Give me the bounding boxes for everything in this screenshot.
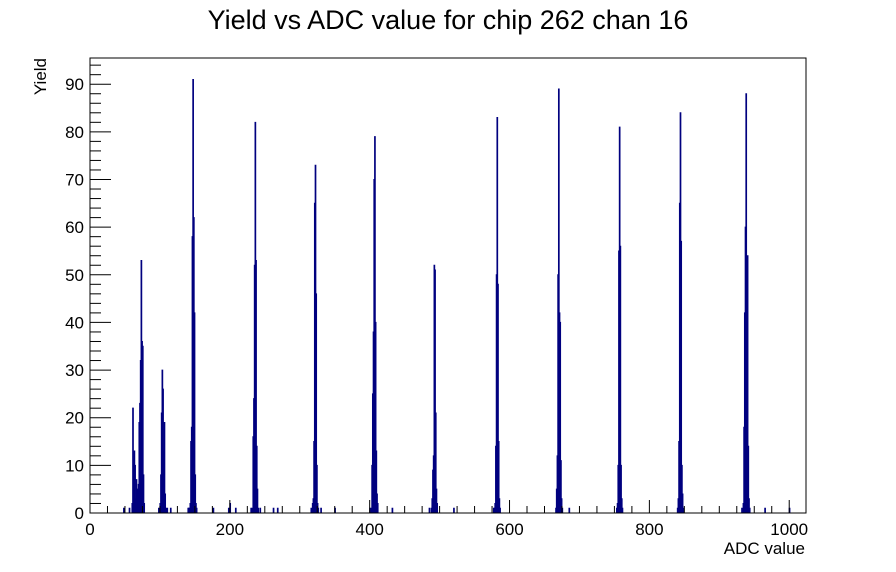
histogram-bars (123, 78, 791, 513)
y-tick-label: 50 (65, 266, 84, 285)
histogram-bin (250, 507, 253, 513)
histogram-bin (681, 493, 684, 513)
histogram-bin (193, 312, 196, 513)
histogram-bin (619, 245, 622, 513)
histogram-bin (453, 507, 455, 513)
x-axis: 0 200 400 600 800 1000 (85, 500, 808, 539)
histogram-bin (621, 507, 624, 513)
histogram-bin (143, 502, 146, 513)
histogram-bin (320, 507, 322, 513)
x-tick-label: 400 (356, 520, 384, 539)
x-tick-label: 200 (216, 520, 244, 539)
x-tick-label: 600 (495, 520, 523, 539)
plot-frame (89, 57, 807, 514)
histogram-bin (123, 507, 125, 513)
histogram-bin (559, 321, 562, 513)
histogram-bin (391, 507, 394, 513)
histogram-bin (568, 507, 571, 513)
histogram-bin (141, 345, 144, 513)
histogram-bin (234, 507, 237, 513)
histogram-bin (164, 493, 167, 513)
histogram-bin (310, 507, 313, 513)
y-tick-label: 20 (65, 409, 84, 428)
x-axis-label: ADC value (724, 539, 805, 558)
y-tick-label: 80 (65, 123, 84, 142)
histogram-bin (764, 507, 766, 513)
histogram-bin (316, 464, 318, 513)
histogram-bin (163, 421, 166, 513)
histogram-bin (169, 507, 172, 513)
y-tick-label: 0 (75, 504, 84, 523)
y-tick-label: 70 (65, 170, 84, 189)
histogram-bin (272, 507, 275, 513)
histogram-bin (256, 488, 259, 513)
histogram-bin (499, 507, 501, 513)
histogram-bin (741, 507, 743, 513)
histogram-bin (747, 445, 750, 513)
y-axis-label: Yield (31, 58, 50, 95)
histogram-bin (498, 498, 501, 513)
y-tick-label: 30 (65, 361, 84, 380)
y-tick-label: 40 (65, 313, 84, 332)
histogram-bin (195, 507, 198, 513)
y-tick-label: 60 (65, 218, 84, 237)
histogram-bin (497, 441, 500, 513)
histogram-bin (376, 502, 379, 513)
chart-title: Yield vs ADC value for chip 262 chan 16 (208, 5, 689, 35)
histogram-bin (128, 507, 131, 513)
histogram-bin (259, 507, 262, 513)
histogram-bin (557, 88, 560, 513)
histogram-bin (436, 502, 439, 513)
histogram-bin (317, 507, 320, 513)
histogram-bin (276, 507, 279, 513)
histogram-bin (681, 464, 683, 513)
histogram-bin (748, 507, 751, 513)
histogram-bin (375, 450, 378, 513)
y-axis: 0 10 20 30 40 50 60 70 80 90 (65, 64, 111, 523)
histogram-bin (560, 460, 562, 513)
histogram-bin (434, 412, 437, 513)
histogram-bin (748, 498, 750, 513)
histogram-bin (194, 474, 197, 513)
histogram-bin (136, 488, 139, 513)
histogram-bin (165, 507, 167, 513)
y-tick-label: 90 (65, 75, 84, 94)
histogram-bin (142, 474, 145, 513)
histogram-bin (134, 464, 136, 513)
histogram-bin (435, 488, 438, 513)
histogram-bin (158, 507, 160, 513)
histogram-bin (560, 498, 563, 513)
histogram-bin (620, 464, 622, 513)
histogram-bin (434, 269, 436, 513)
histogram-bin (620, 498, 623, 513)
y-tick-label: 10 (65, 456, 84, 475)
histogram-bin (257, 507, 260, 513)
histogram-bin (212, 507, 215, 513)
histogram-bin (745, 93, 748, 513)
histogram-bin (132, 407, 134, 513)
histogram-bin (227, 507, 230, 513)
histogram-bin (374, 321, 377, 513)
histogram-bin (682, 507, 685, 513)
x-tick-label: 1000 (770, 520, 808, 539)
x-tick-label: 800 (635, 520, 663, 539)
histogram-bin (428, 507, 431, 513)
histogram-bin (315, 293, 318, 513)
histogram-bin (166, 507, 169, 513)
histogram-bin (497, 283, 499, 513)
histogram-bin (255, 445, 258, 513)
x-tick-label: 0 (85, 520, 94, 539)
histogram-bin (255, 259, 257, 513)
histogram-bin (746, 255, 749, 513)
histogram-bin (680, 240, 683, 513)
